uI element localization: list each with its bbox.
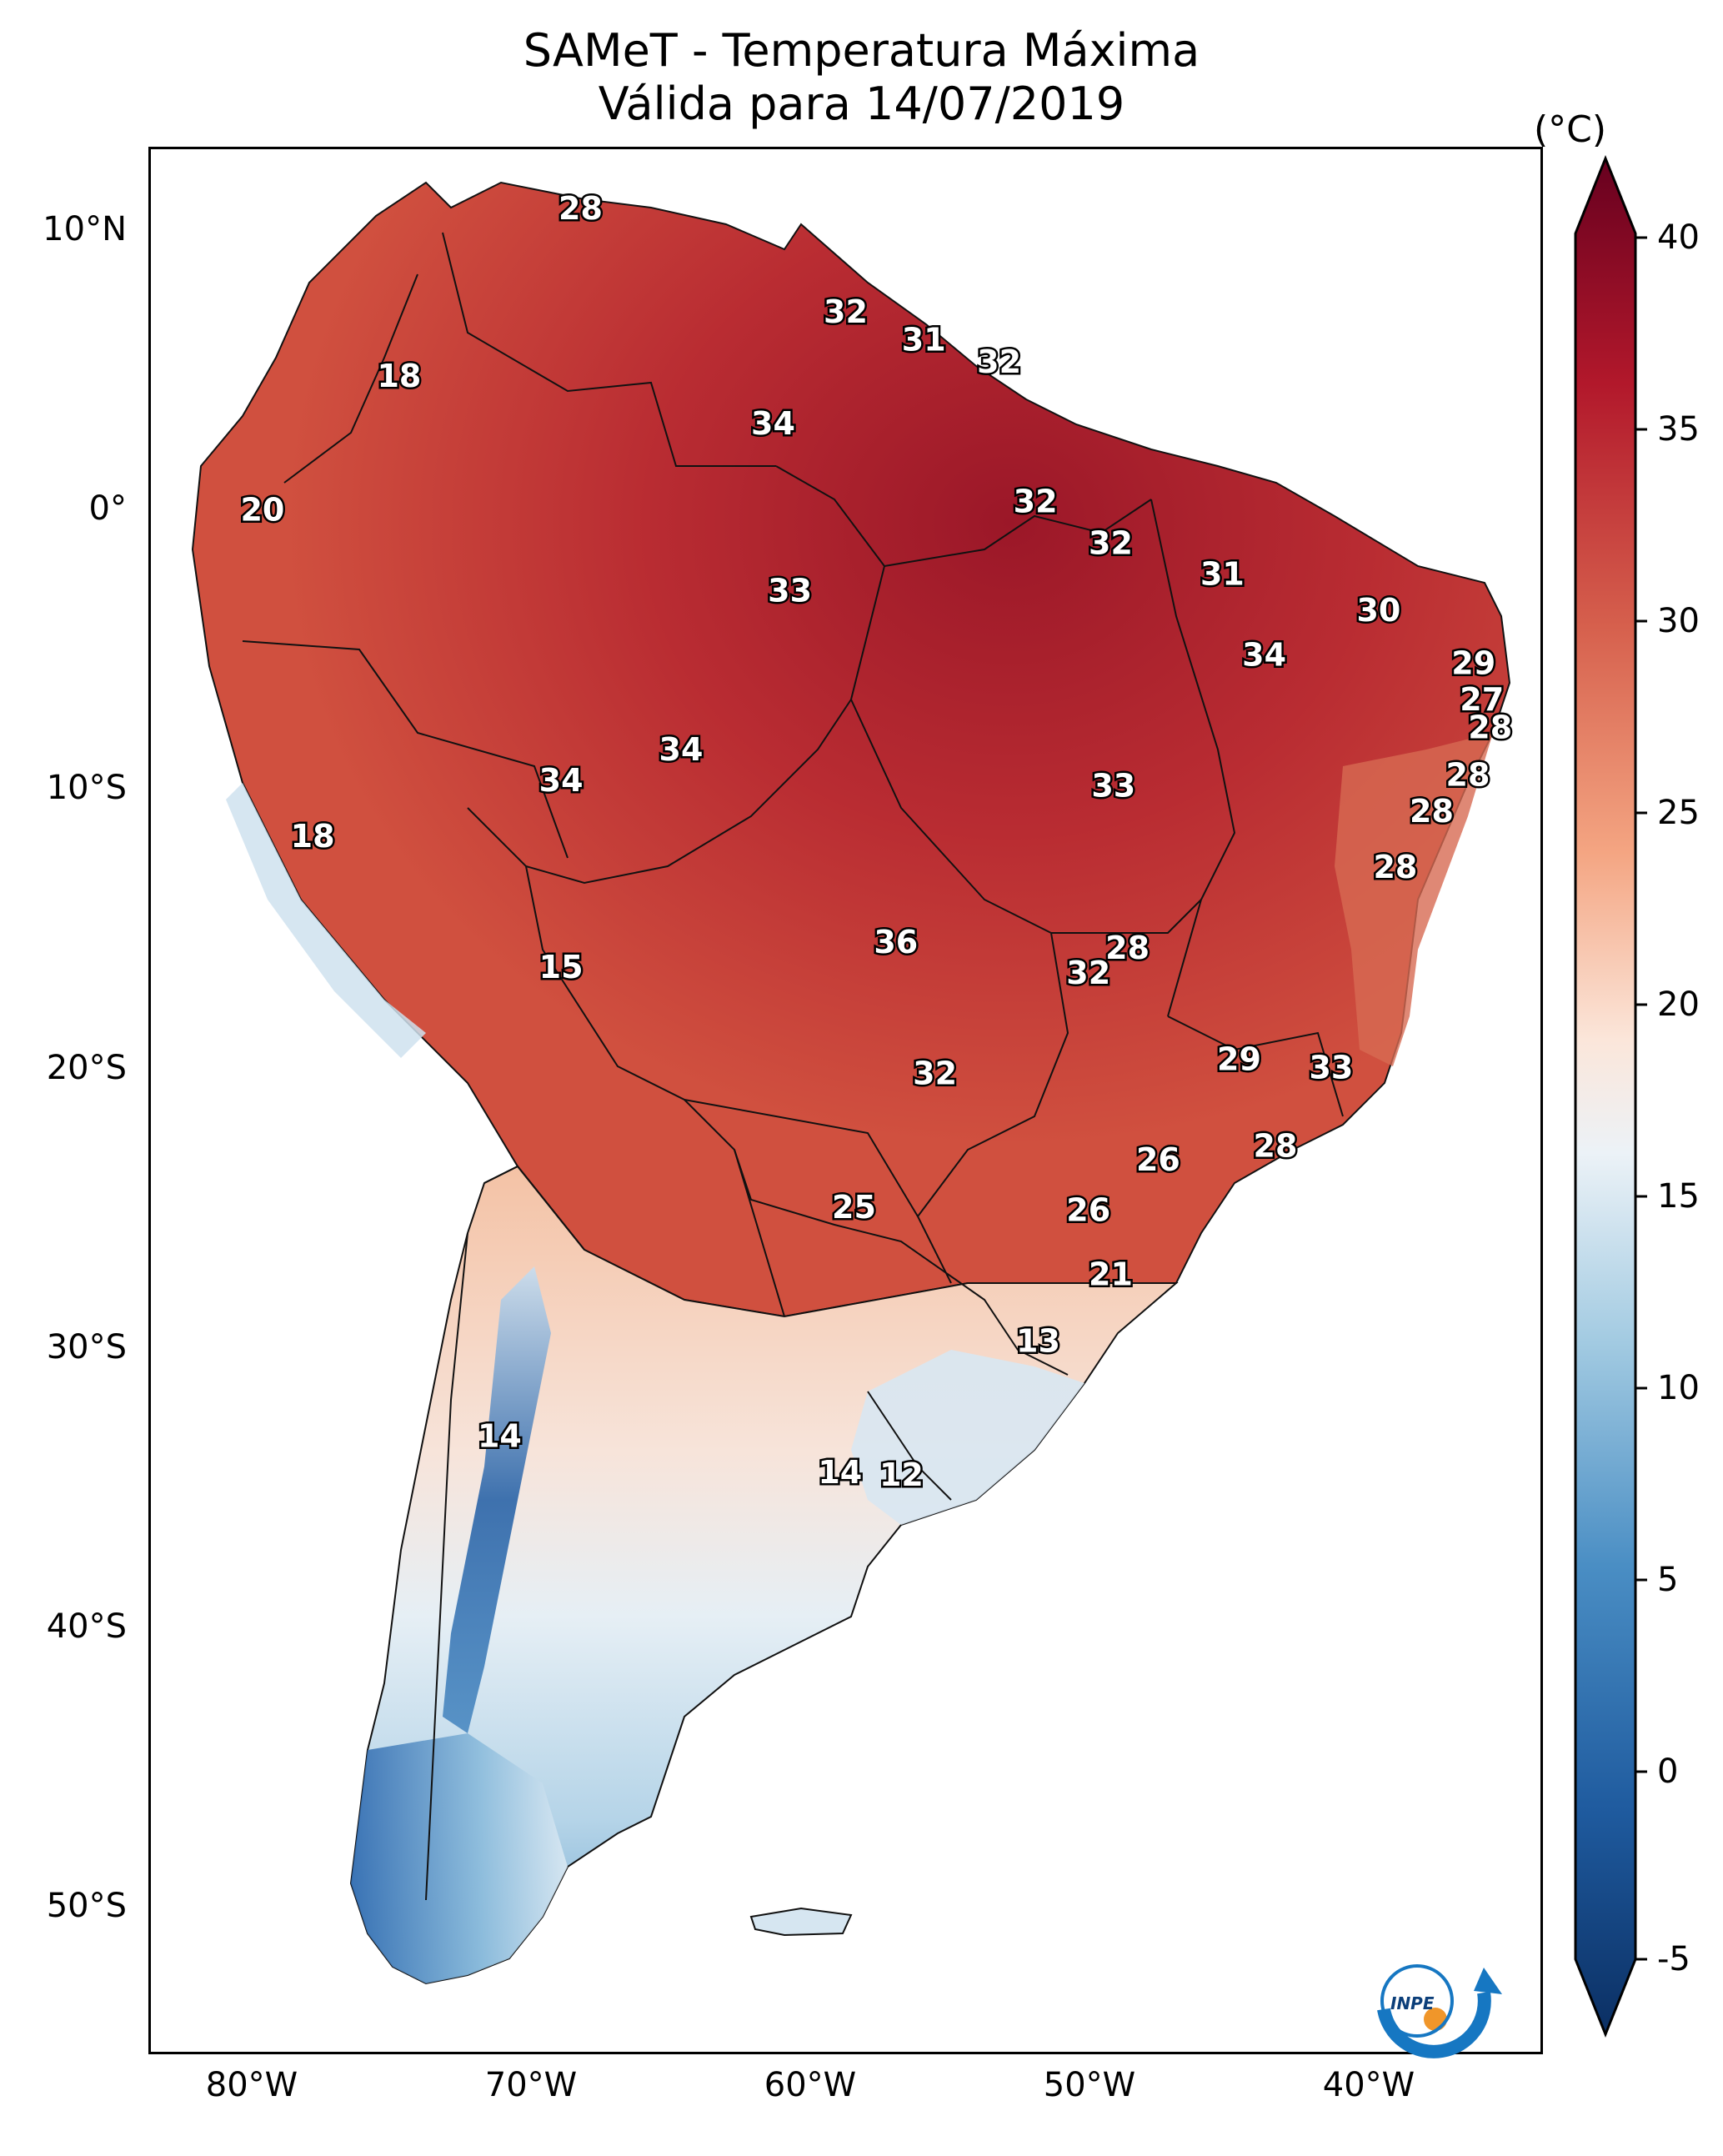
uruguay-cool: [851, 1350, 1084, 1525]
temperature-label: 28: [1105, 930, 1150, 966]
temperature-label: 31: [902, 321, 946, 358]
temperature-label: 12: [879, 1457, 924, 1493]
colorbar-ticks: [1635, 236, 1647, 1961]
temperature-label: 34: [751, 405, 795, 442]
temperature-label: 15: [539, 949, 584, 985]
patagonia-cold: [351, 1733, 568, 1983]
lat-tick-label: 20°S: [46, 1049, 127, 1087]
temperature-label: 36: [874, 924, 918, 960]
temperature-label: 32: [977, 343, 1021, 380]
colorbar-tick-label: -5: [1657, 1940, 1690, 1978]
temperature-label: 25: [832, 1189, 876, 1226]
map-title: SAMeT - Temperatura Máxima: [523, 24, 1200, 77]
lat-tick-label: 0°: [88, 489, 127, 528]
country-borders: [242, 232, 1344, 1901]
lat-tick-label: 40°S: [46, 1607, 127, 1646]
temperature-label: 33: [768, 573, 812, 609]
temperature-label: 34: [659, 731, 704, 768]
continent-north: [191, 181, 1511, 1318]
lat-tick-label: 10°S: [46, 769, 127, 807]
temperature-label: 34: [1242, 637, 1286, 674]
temperature-label: 14: [818, 1454, 862, 1491]
temperature-label: 18: [377, 358, 421, 394]
temperature-label: 33: [1309, 1050, 1353, 1086]
falkland-islands: [749, 1907, 853, 1937]
colorbar-tick-label: 5: [1657, 1561, 1679, 1599]
map-subtitle: Válida para 14/07/2019: [598, 78, 1125, 130]
temperature-label: 21: [1089, 1256, 1133, 1292]
temperature-label: 28: [1410, 793, 1454, 830]
temperature-label: 26: [1066, 1191, 1110, 1228]
map-panel: 28 18 32 31 32 34 20 32 32 33 31 30 34 29 27 28 34 34 33 28…: [148, 147, 1543, 2054]
northeast-coast: [1335, 733, 1493, 1066]
andes-cold-band: [443, 1266, 551, 1733]
temperature-label: 28: [1373, 849, 1417, 885]
colorbar: [1574, 154, 1647, 2038]
colorbar-tick-label: 20: [1657, 985, 1700, 1024]
colorbar-ramp: [1574, 154, 1637, 2038]
lat-tick-label: 50°S: [46, 1887, 127, 1925]
colorbar-unit: (°C): [1534, 108, 1607, 151]
temperature-label: 33: [1091, 768, 1135, 805]
peru-coast-cool: [226, 783, 426, 1058]
temperature-label: 34: [539, 762, 584, 799]
colorbar-tick-label: 25: [1657, 794, 1700, 832]
lon-tick-label: 80°W: [205, 2066, 298, 2104]
temperature-label: 14: [478, 1417, 522, 1454]
temperature-label: 28: [1446, 756, 1490, 793]
lat-tick-label: 10°N: [43, 210, 127, 248]
temperature-label: 30: [1356, 592, 1400, 629]
colorbar-tick-label: 15: [1657, 1177, 1700, 1216]
temperature-label: 31: [1200, 555, 1245, 592]
svg-text:INPE: INPE: [1390, 1993, 1435, 2013]
temperature-label: 28: [558, 190, 603, 227]
temperature-label: 29: [1451, 645, 1495, 682]
temperature-label: 27: [1460, 681, 1504, 718]
temperature-label: 32: [1066, 955, 1110, 991]
lon-tick-label: 50°W: [1043, 2066, 1136, 2104]
temperature-label: 20: [240, 492, 284, 529]
lat-tick-label: 30°S: [46, 1328, 127, 1366]
colorbar-tick-label: 40: [1657, 218, 1700, 257]
temperature-label: 32: [824, 293, 868, 330]
temperature-label: 18: [291, 818, 335, 855]
temperature-label: 28: [1254, 1127, 1298, 1164]
colorbar-tick-label: 0: [1657, 1752, 1679, 1791]
inpe-logo: INPE: [1377, 1964, 1502, 2058]
temperature-label: 28: [1468, 709, 1512, 746]
temperature-label: 26: [1136, 1141, 1180, 1178]
temperature-label: 32: [1089, 525, 1133, 562]
temperature-label: 32: [1014, 483, 1058, 519]
colorbar-tick-label: 30: [1657, 602, 1700, 640]
colorbar-tick-label: 35: [1657, 410, 1700, 449]
colorbar-tick-label: 10: [1657, 1369, 1700, 1407]
lon-tick-label: 70°W: [484, 2066, 578, 2104]
lon-tick-label: 60°W: [764, 2066, 857, 2104]
temperature-label: 13: [1016, 1323, 1060, 1360]
temperature-label: 29: [1217, 1041, 1261, 1078]
temperature-label: 32: [913, 1055, 957, 1091]
lon-tick-label: 40°W: [1322, 2066, 1415, 2104]
